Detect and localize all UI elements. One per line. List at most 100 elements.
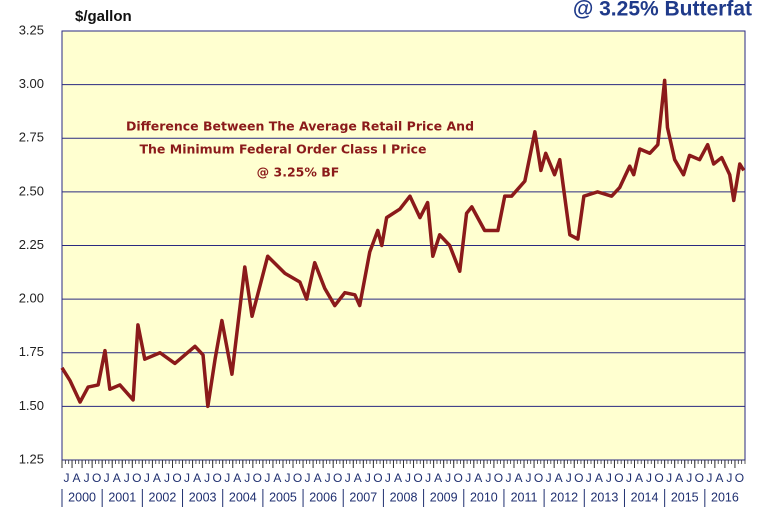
x-tick-label: J (666, 471, 672, 485)
x-tick-label: A (474, 471, 482, 485)
x-tick-label: J (264, 471, 270, 485)
x-tick-label: J (405, 471, 411, 485)
x-tick-label: O (454, 471, 463, 485)
x-tick-label: J (445, 471, 451, 485)
x-tick-label: J (726, 471, 732, 485)
x-tick-label: J (184, 471, 190, 485)
x-tick-label: O (253, 471, 262, 485)
x-tick-label: J (425, 471, 431, 485)
year-label: 2005 (269, 490, 297, 504)
x-tick-label: J (686, 471, 692, 485)
x-tick-label: A (595, 471, 603, 485)
x-tick-label: J (164, 471, 170, 485)
year-label: 2010 (470, 490, 498, 504)
annotation-line: @ 3.25% BF (257, 165, 340, 180)
x-tick-label: O (574, 471, 583, 485)
x-tick-label: J (64, 471, 70, 485)
y-tick-label: 2.25 (19, 237, 44, 252)
x-tick-label: J (144, 471, 150, 485)
year-label: 2013 (590, 490, 618, 504)
x-tick-label: A (354, 471, 362, 485)
x-tick-label: O (212, 471, 221, 485)
x-tick-label: J (485, 471, 491, 485)
chart-title: @ 3.25% Butterfat (573, 0, 752, 21)
x-tick-label: A (73, 471, 81, 485)
year-label: 2016 (711, 490, 739, 504)
year-label: 2011 (511, 490, 538, 504)
x-tick-label: A (273, 471, 281, 485)
year-label: 2006 (309, 490, 337, 504)
year-label: 2014 (631, 490, 659, 504)
annotation: Difference Between The Average Retail Pr… (126, 119, 474, 180)
x-tick-label: J (325, 471, 331, 485)
x-tick-label: J (345, 471, 351, 485)
year-label: 2009 (430, 490, 458, 504)
x-tick-label: J (526, 471, 532, 485)
x-tick-label: O (92, 471, 101, 485)
x-tick-label: A (434, 471, 442, 485)
y-axis-label: $/gallon (75, 8, 132, 25)
x-tick-label: A (514, 471, 522, 485)
x-tick-label: J (124, 471, 130, 485)
x-tick-label: J (546, 471, 552, 485)
x-tick-label: A (715, 471, 723, 485)
y-tick-label: 1.25 (19, 451, 44, 466)
x-tick-label: J (566, 471, 572, 485)
x-tick-label: J (626, 471, 632, 485)
year-label: 2012 (550, 490, 578, 504)
year-label: 2001 (108, 490, 136, 504)
x-tick-label: J (505, 471, 511, 485)
y-tick-label: 3.00 (19, 76, 44, 91)
x-tick-label: O (413, 471, 422, 485)
x-tick-label: A (193, 471, 201, 485)
x-tick-label: J (284, 471, 290, 485)
annotation-line: The Minimum Federal Order Class I Price (140, 142, 427, 157)
x-tick-label: J (465, 471, 471, 485)
x-tick-label: J (224, 471, 230, 485)
y-tick-label: 2.75 (19, 130, 44, 145)
x-tick-label: O (735, 471, 744, 485)
x-tick-label: J (244, 471, 250, 485)
year-label: 2015 (671, 490, 699, 504)
x-tick-label: A (555, 471, 563, 485)
annotation-line: Difference Between The Average Retail Pr… (126, 119, 474, 134)
x-tick-label: O (373, 471, 382, 485)
x-tick-label: O (333, 471, 342, 485)
x-tick-label: J (606, 471, 612, 485)
x-tick-label: A (233, 471, 241, 485)
x-tick-label: J (706, 471, 712, 485)
x-tick-label: A (675, 471, 683, 485)
x-tick-label: J (104, 471, 110, 485)
y-tick-label: 3.25 (19, 22, 44, 37)
x-tick-label: O (695, 471, 704, 485)
x-tick-label: O (494, 471, 503, 485)
y-tick-label: 1.75 (19, 344, 44, 359)
y-tick-label: 2.00 (19, 291, 44, 306)
x-tick-label: J (84, 471, 90, 485)
year-label: 2007 (349, 490, 377, 504)
year-label: 2008 (390, 490, 418, 504)
year-label: 2000 (68, 490, 96, 504)
x-tick-label: O (534, 471, 543, 485)
year-label: 2002 (149, 490, 177, 504)
x-tick-label: A (394, 471, 402, 485)
x-tick-label: J (385, 471, 391, 485)
x-tick-label: O (132, 471, 141, 485)
x-tick-label: O (172, 471, 181, 485)
y-tick-label: 2.50 (19, 183, 44, 198)
y-tick-label: 1.50 (19, 398, 44, 413)
x-tick-label: A (314, 471, 322, 485)
x-tick-label: O (614, 471, 623, 485)
data-line (60, 78, 746, 409)
x-tick-label: O (654, 471, 663, 485)
x-tick-label: O (293, 471, 302, 485)
x-tick-label: A (113, 471, 121, 485)
x-tick-label: J (305, 471, 311, 485)
year-label: 2003 (189, 490, 217, 504)
x-tick-label: J (365, 471, 371, 485)
x-tick-label: A (635, 471, 643, 485)
x-tick-label: A (153, 471, 161, 485)
x-tick-label: J (646, 471, 652, 485)
x-tick-label: J (204, 471, 210, 485)
